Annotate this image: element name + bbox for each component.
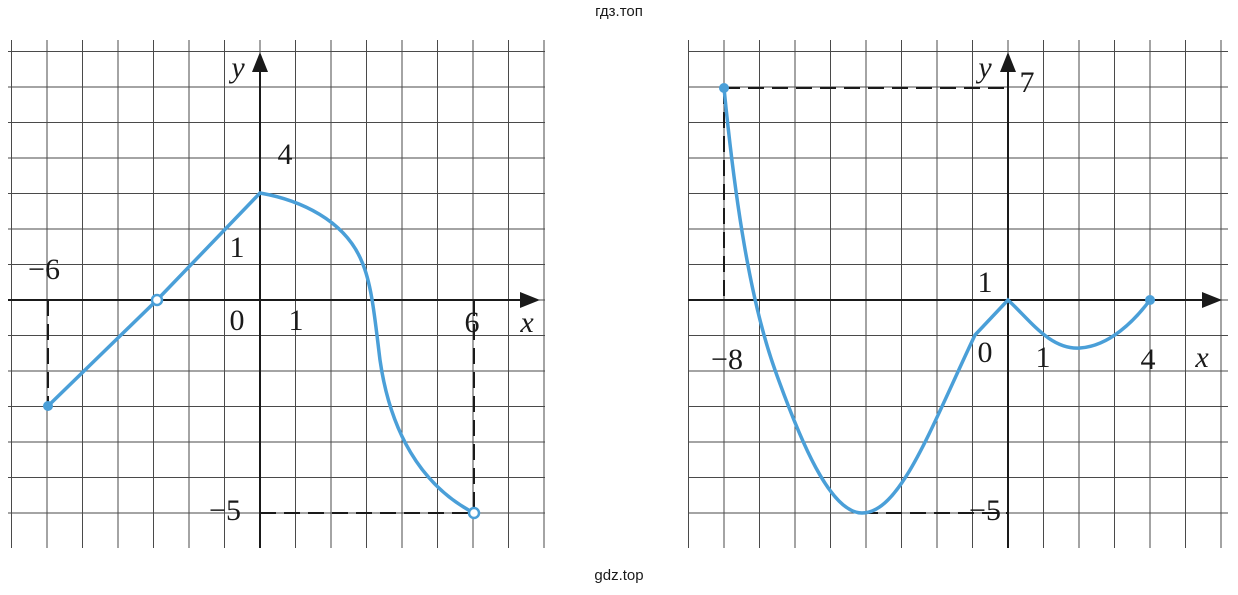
- watermark: гдз.топ: [595, 3, 643, 20]
- label: 1: [230, 231, 245, 264]
- curve: [46, 191, 475, 515]
- arrow: [252, 52, 268, 72]
- label: 1: [1036, 341, 1051, 374]
- label: 4: [278, 138, 293, 171]
- label: 7: [1020, 66, 1035, 99]
- label: −5: [209, 494, 241, 527]
- label: −5: [969, 494, 1001, 527]
- arrow: [1000, 52, 1016, 72]
- point: [43, 401, 53, 411]
- dashed-guides: [47, 300, 475, 514]
- open-point: [150, 293, 164, 307]
- y-label: y: [228, 51, 245, 84]
- watermark: gdz.top: [594, 567, 643, 584]
- label: −6: [28, 253, 60, 286]
- arrow: [520, 292, 540, 308]
- x-label: x: [1194, 341, 1209, 374]
- label: 1: [289, 304, 304, 337]
- y-label: y: [975, 51, 992, 84]
- label: 4: [1141, 343, 1156, 376]
- open-point: [467, 506, 481, 520]
- curve: [722, 87, 1152, 515]
- label: 0: [978, 336, 993, 369]
- label: 6: [465, 306, 480, 339]
- label: 0: [230, 304, 245, 337]
- label: 1: [978, 266, 993, 299]
- arrow: [1202, 292, 1222, 308]
- label: −8: [711, 343, 743, 376]
- dashed-guides: [723, 87, 1008, 514]
- grids: [8, 40, 1228, 548]
- point: [1145, 295, 1155, 305]
- point: [719, 83, 729, 93]
- x-label: x: [519, 306, 534, 339]
